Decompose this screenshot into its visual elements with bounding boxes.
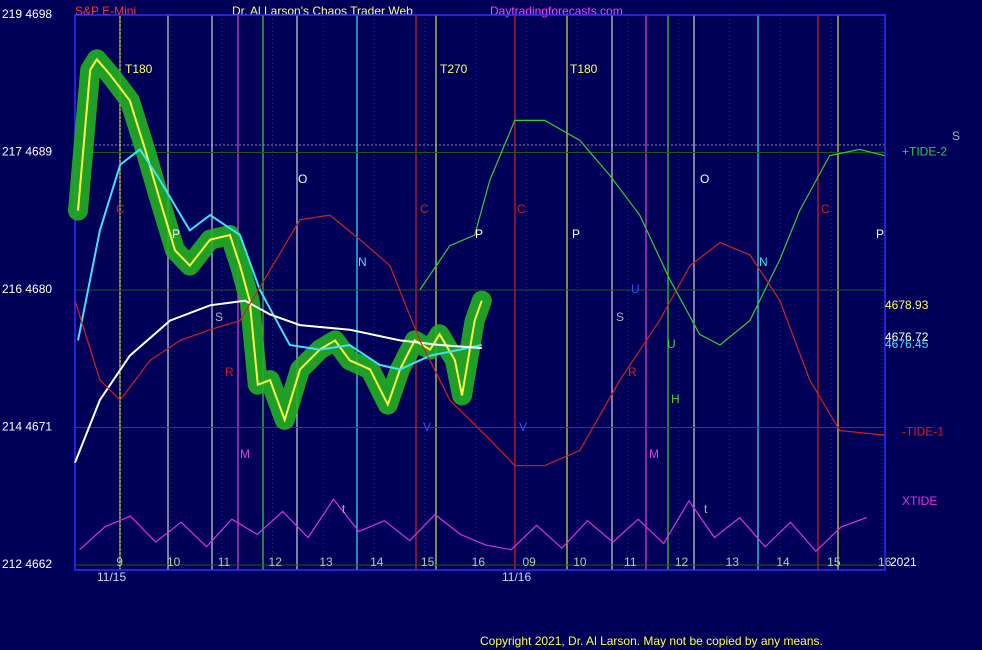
annotation: S xyxy=(215,310,223,324)
chart-title: Dr. Al Larson's Chaos Trader Web xyxy=(232,4,413,18)
annotation: 4676.45 xyxy=(885,337,929,351)
annotation: C xyxy=(517,202,526,216)
annotation: V xyxy=(423,420,431,434)
y-tick-label: 216 4680 xyxy=(2,282,52,296)
annotation: S xyxy=(952,129,960,143)
annotation: T180 xyxy=(125,62,153,76)
x-tick-label: 11 xyxy=(624,555,637,569)
series-label: XTIDE xyxy=(902,494,937,508)
y-tick-label: 214 4671 xyxy=(2,420,52,434)
annotation: N xyxy=(759,255,768,269)
x-tick-label: 15 xyxy=(421,555,435,569)
year-label: 2021 xyxy=(890,555,917,569)
annotation: P xyxy=(876,227,884,241)
x-tick-label: 9 xyxy=(116,555,123,569)
annotation: O xyxy=(298,172,307,186)
x-tick-label: 14 xyxy=(370,555,384,569)
time-markers xyxy=(119,15,839,570)
annotation: C xyxy=(821,202,830,216)
annotation: P xyxy=(475,227,483,241)
x-tick-label: 10 xyxy=(167,555,181,569)
x-tick-label: 10 xyxy=(573,555,587,569)
y-tick-label: 212 4662 xyxy=(2,557,52,571)
series-label: -TIDE-1 xyxy=(902,424,944,438)
series-line xyxy=(79,498,867,553)
series-line xyxy=(77,147,483,371)
x-tick-label: 11 xyxy=(218,555,231,569)
x-tick-label: 14 xyxy=(776,555,790,569)
x-tick-label: 12 xyxy=(675,555,689,569)
date-label: 11/15 xyxy=(97,570,126,584)
annotation: R xyxy=(225,365,234,379)
plot-frame xyxy=(74,14,886,571)
annotation: t xyxy=(342,502,346,516)
annotation: C xyxy=(420,202,429,216)
annotation: P xyxy=(572,227,580,241)
x-tick-label: 12 xyxy=(269,555,283,569)
annotation: S xyxy=(616,310,624,324)
series-label: +TIDE-2 xyxy=(902,145,947,159)
annotation: M xyxy=(240,447,250,461)
annotation: O xyxy=(700,172,709,186)
annotation: N xyxy=(358,255,367,269)
annotation: V xyxy=(519,420,527,434)
x-tick-label: 13 xyxy=(726,555,740,569)
annotation: U xyxy=(631,282,640,296)
subtitle: S&P E-Mini xyxy=(75,4,136,18)
annotation: 4678.93 xyxy=(885,298,929,312)
annotation: H xyxy=(671,392,680,406)
source: Daytradingforecasts.com xyxy=(490,4,623,18)
date-label: 11/16 xyxy=(502,570,531,584)
series-line xyxy=(74,214,885,467)
annotation: U xyxy=(667,337,676,351)
annotation: R xyxy=(628,365,637,379)
y-tick-label: 217 4689 xyxy=(2,145,52,159)
series-line xyxy=(77,57,483,424)
annotation: 4676.72 xyxy=(885,330,929,344)
copyright: Copyright 2021, Dr. Al Larson. May not b… xyxy=(480,634,823,648)
x-tick-label: 13 xyxy=(319,555,333,569)
annotation: T180 xyxy=(570,62,598,76)
x-tick-label: 15 xyxy=(827,555,841,569)
annotation: P xyxy=(172,227,180,241)
annotation: T270 xyxy=(440,62,468,76)
annotation: t xyxy=(704,502,708,516)
x-tick-label: 16 xyxy=(472,555,486,569)
annotation: C xyxy=(116,202,125,216)
y-tick-label: 219 4698 xyxy=(2,7,52,21)
series-line xyxy=(74,299,482,463)
annotation: M xyxy=(649,447,659,461)
x-tick-label: 09 xyxy=(522,555,536,569)
series-line xyxy=(419,119,885,346)
